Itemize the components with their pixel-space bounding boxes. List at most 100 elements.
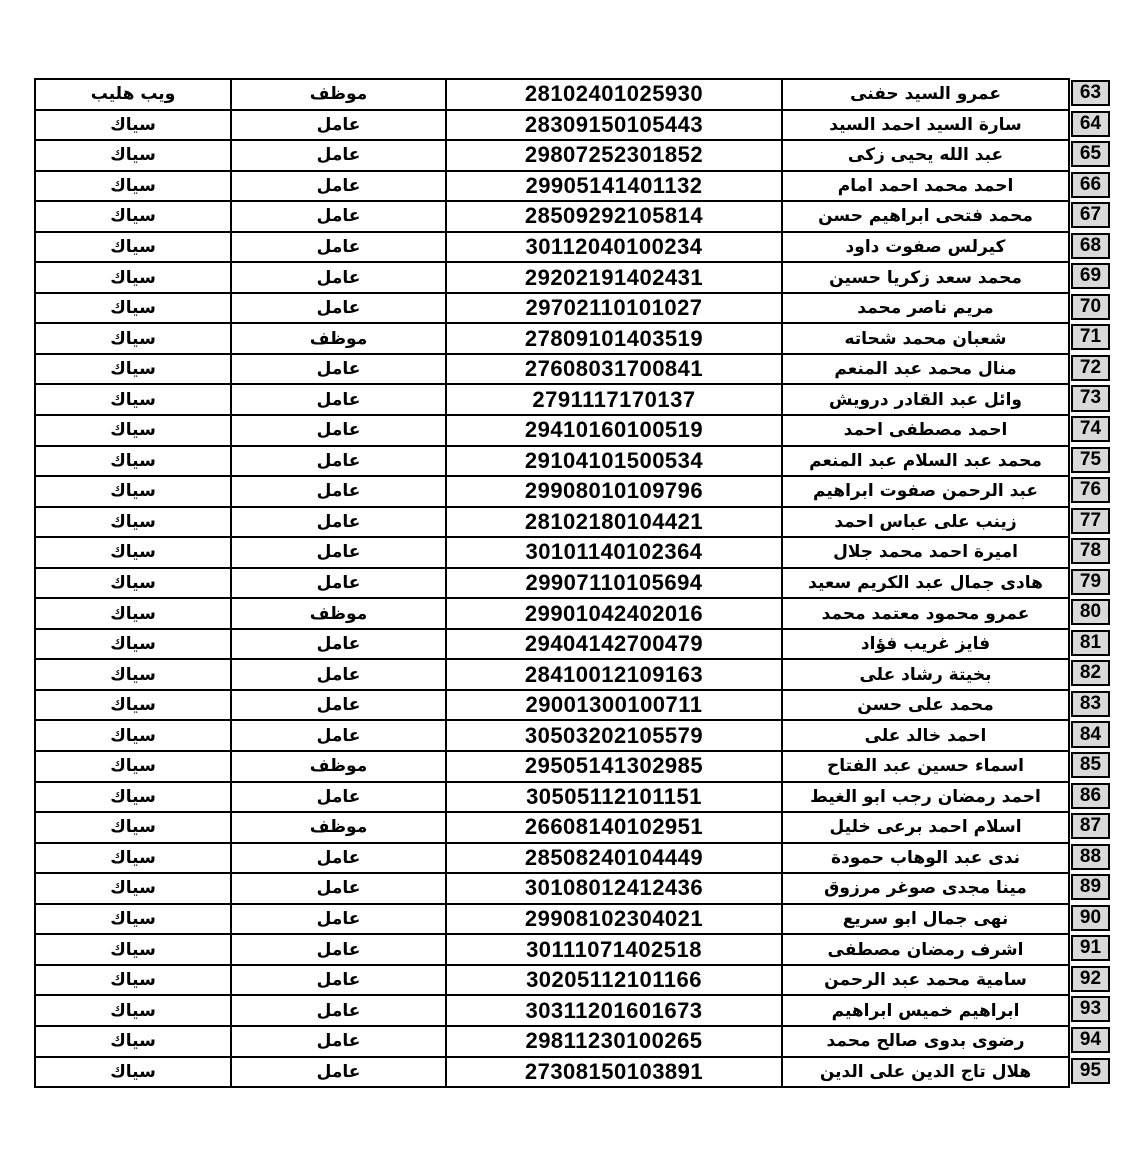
company-cell: سياك xyxy=(36,385,232,417)
national-id-cell: 27809101403519 xyxy=(447,324,783,355)
national-id-cell: 30101140102364 xyxy=(447,538,783,569)
company-cell: سياك xyxy=(36,782,232,814)
row-number-slot: 76 xyxy=(1071,475,1110,506)
row-number-slot: 74 xyxy=(1071,414,1110,445)
job-cell: عامل xyxy=(232,171,447,203)
name-cell: وائل عبد القادر درويش xyxy=(783,385,1070,417)
row-number-cell: 67 xyxy=(1071,202,1110,229)
row-number-cell: 86 xyxy=(1071,782,1110,809)
national-id-cell: 29908010109796 xyxy=(447,477,783,508)
row-number-cell: 93 xyxy=(1071,996,1110,1023)
name-cell: احمد مصطفى احمد xyxy=(783,416,1070,447)
job-cell: عامل xyxy=(232,263,447,294)
row-number-cell: 76 xyxy=(1071,477,1110,504)
row-number-cell: 91 xyxy=(1071,935,1110,962)
name-cell: زينب على عباس احمد xyxy=(783,507,1070,539)
job-cell: موظف xyxy=(232,813,447,844)
row-number-cell: 80 xyxy=(1071,599,1110,626)
name-cell: سارة السيد احمد السيد xyxy=(783,110,1070,142)
job-cell: موظف xyxy=(232,599,447,630)
company-cell: سياك xyxy=(36,721,232,753)
job-cell: موظف xyxy=(232,80,447,111)
row-number-cell: 68 xyxy=(1071,232,1110,259)
row-number-slot: 79 xyxy=(1071,567,1110,598)
national-id-cell: 30108012412436 xyxy=(447,874,783,905)
job-cell: عامل xyxy=(232,904,447,936)
name-cell: سامية محمد عبد الرحمن xyxy=(783,965,1070,997)
row-number-slot: 67 xyxy=(1071,200,1110,231)
name-cell: عمرو محمود معتمد محمد xyxy=(783,599,1070,630)
row-number-slot: 83 xyxy=(1071,689,1110,720)
row-number-slot: 72 xyxy=(1071,353,1110,384)
national-id-cell: 28309150105443 xyxy=(447,110,783,142)
row-number-cell: 75 xyxy=(1071,446,1110,473)
national-id-cell: 30311201601673 xyxy=(447,996,783,1027)
company-cell: سياك xyxy=(36,996,232,1027)
row-number-slot: 86 xyxy=(1071,781,1110,812)
row-number-slot: 91 xyxy=(1071,933,1110,964)
job-cell: عامل xyxy=(232,446,447,478)
national-id-cell: 30205112101166 xyxy=(447,965,783,997)
company-cell: سياك xyxy=(36,446,232,478)
job-cell: عامل xyxy=(232,507,447,539)
company-cell: سياك xyxy=(36,629,232,661)
row-number-cell: 66 xyxy=(1071,171,1110,198)
row-number-slot: 88 xyxy=(1071,842,1110,873)
name-cell: منال محمد عبد المنعم xyxy=(783,354,1070,386)
name-cell: مينا مجدى صوغر مرزوق xyxy=(783,874,1070,905)
row-number-cell: 89 xyxy=(1071,874,1110,901)
national-id-cell: 30505112101151 xyxy=(447,782,783,814)
national-id-cell: 2791117170137 xyxy=(447,385,783,417)
name-cell: مريم ناصر محمد xyxy=(783,293,1070,325)
company-cell: سياك xyxy=(36,293,232,325)
name-cell: عمرو السيد حفنى xyxy=(783,80,1070,111)
national-id-cell: 29901042402016 xyxy=(447,599,783,630)
company-cell: سياك xyxy=(36,1057,232,1089)
name-cell: نهى جمال ابو سريع xyxy=(783,904,1070,936)
row-number-cell: 94 xyxy=(1071,1026,1110,1053)
national-id-cell: 28509292105814 xyxy=(447,202,783,233)
roster-table: ويب هليب موظف 28102401025930 عمرو السيد … xyxy=(34,78,1070,1089)
national-id-cell: 29202191402431 xyxy=(447,263,783,294)
job-cell: عامل xyxy=(232,965,447,997)
row-number-cell: 88 xyxy=(1071,843,1110,870)
national-id-cell: 26608140102951 xyxy=(447,813,783,844)
national-id-cell: 29505141302985 xyxy=(447,752,783,783)
company-cell: سياك xyxy=(36,416,232,447)
row-number-slot: 94 xyxy=(1071,1025,1110,1056)
company-cell: سياك xyxy=(36,660,232,691)
company-cell: سياك xyxy=(36,507,232,539)
name-cell: هلال تاج الدين على الدين xyxy=(783,1057,1070,1089)
national-id-cell: 27608031700841 xyxy=(447,354,783,386)
row-number-cell: 72 xyxy=(1071,354,1110,381)
national-id-cell: 29410160100519 xyxy=(447,416,783,447)
company-cell: سياك xyxy=(36,813,232,844)
job-cell: عامل xyxy=(232,202,447,233)
job-cell: عامل xyxy=(232,416,447,447)
row-number-cell: 79 xyxy=(1071,568,1110,595)
company-cell: سياك xyxy=(36,538,232,569)
national-id-cell: 30112040100234 xyxy=(447,232,783,264)
national-id-cell: 30111071402518 xyxy=(447,935,783,966)
row-number-slot: 70 xyxy=(1071,292,1110,323)
name-cell: ندى عبد الوهاب حمودة xyxy=(783,843,1070,875)
company-cell: سياك xyxy=(36,935,232,966)
national-id-cell: 29811230100265 xyxy=(447,1026,783,1058)
job-cell: عامل xyxy=(232,293,447,325)
name-cell: عبد الرحمن صفوت ابراهيم xyxy=(783,477,1070,508)
row-number-slot: 93 xyxy=(1071,994,1110,1025)
job-cell: عامل xyxy=(232,782,447,814)
row-number-cell: 90 xyxy=(1071,904,1110,931)
company-cell: سياك xyxy=(36,354,232,386)
name-cell: محمد عبد السلام عبد المنعم xyxy=(783,446,1070,478)
national-id-cell: 28102401025930 xyxy=(447,80,783,111)
row-number-slot: 81 xyxy=(1071,628,1110,659)
job-cell: عامل xyxy=(232,935,447,966)
name-cell: محمد فتحى ابراهيم حسن xyxy=(783,202,1070,233)
name-cell: رضوى بدوى صالح محمد xyxy=(783,1026,1070,1058)
job-cell: عامل xyxy=(232,568,447,600)
job-cell: عامل xyxy=(232,660,447,691)
company-cell: سياك xyxy=(36,843,232,875)
job-cell: عامل xyxy=(232,690,447,722)
row-number-slot: 73 xyxy=(1071,383,1110,414)
